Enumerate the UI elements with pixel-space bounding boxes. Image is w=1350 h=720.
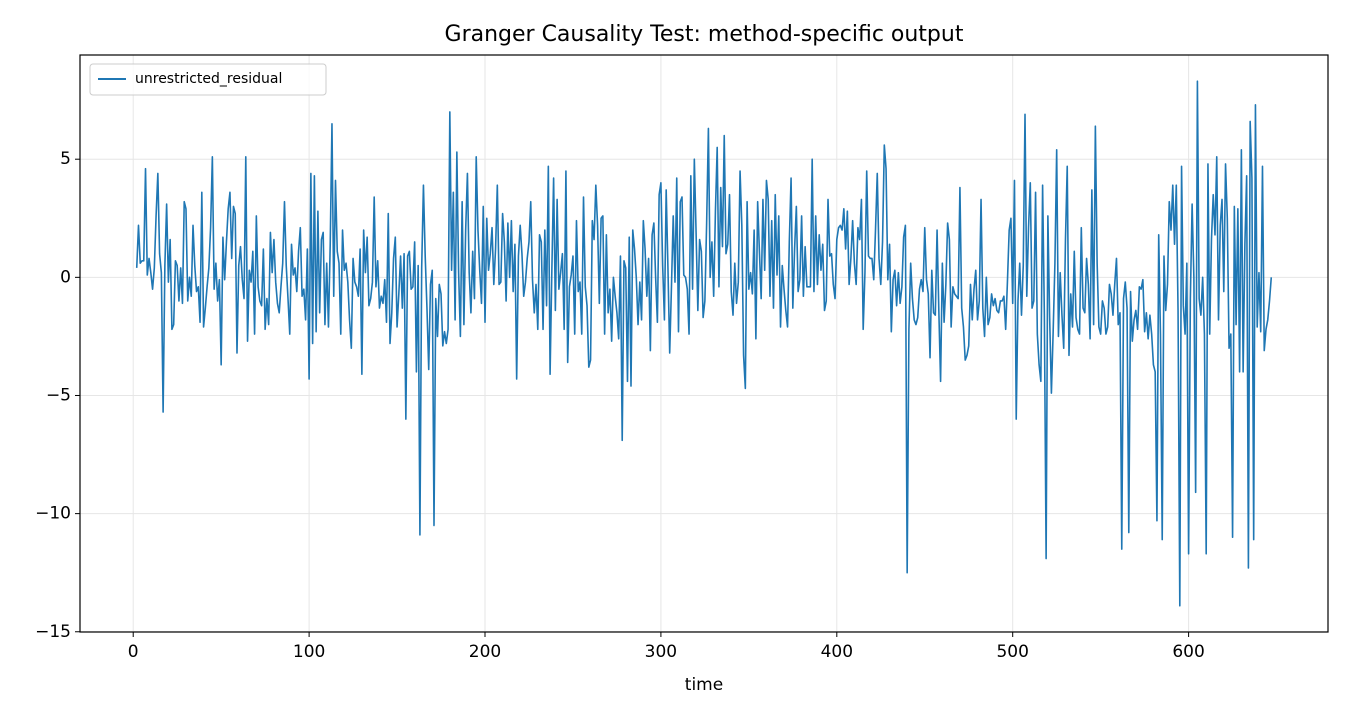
x-tick-label: 200 [469,642,501,662]
x-tick-label: 100 [293,642,325,662]
x-tick-label: 300 [645,642,677,662]
x-tick-label: 500 [996,642,1028,662]
y-tick-label: 5 [60,149,71,169]
x-tick-label: 400 [821,642,853,662]
data-line [135,80,1273,607]
legend-label: unrestricted_residual [135,71,282,87]
chart-title: Granger Causality Test: method-specific … [445,22,964,47]
y-tick-label: −10 [35,504,71,524]
plot-frame [79,54,1329,633]
y-tick-label: 0 [60,267,71,287]
grid [80,55,1328,633]
y-tick-label: −15 [35,622,71,642]
x-tick-label: 0 [128,642,139,662]
legend: unrestricted_residual [89,63,327,96]
legend-box [89,63,327,96]
x-axis-label: time [685,675,723,695]
x-tick-label: 600 [1172,642,1204,662]
y-tick-label: −5 [46,385,71,405]
